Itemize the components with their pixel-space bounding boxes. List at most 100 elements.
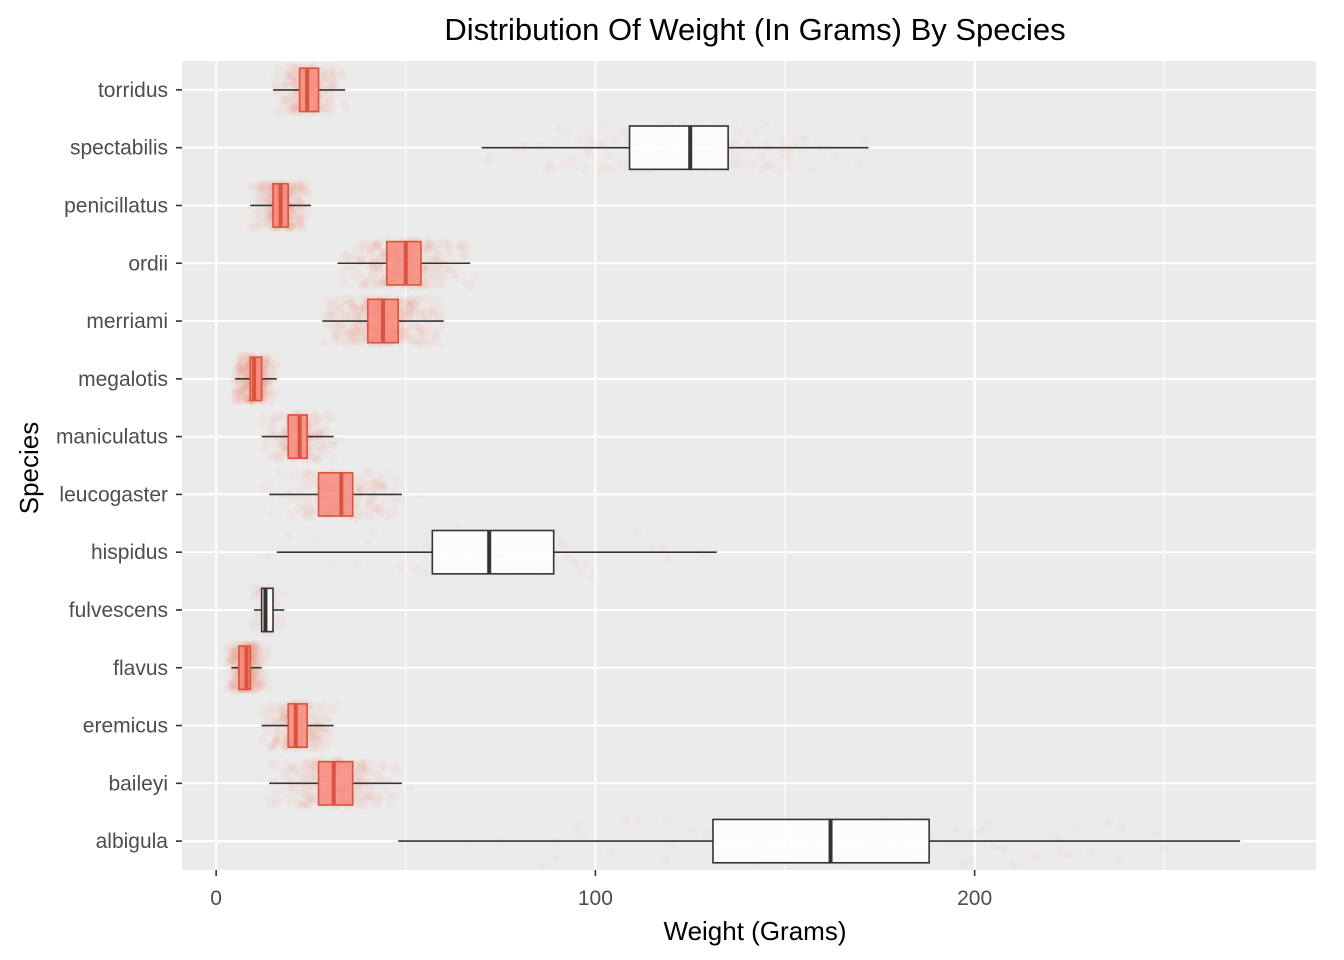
data-point (323, 68, 333, 78)
data-point (686, 825, 696, 835)
data-point (295, 196, 305, 206)
data-point (295, 486, 305, 496)
data-point (236, 357, 246, 367)
box-leucogaster (269, 471, 402, 517)
box-megalotis (235, 356, 277, 402)
data-point (806, 165, 816, 175)
data-point (577, 830, 587, 840)
data-point (282, 758, 292, 768)
data-point (260, 197, 270, 207)
data-point (378, 250, 388, 260)
data-point (257, 204, 267, 214)
data-point (281, 101, 291, 111)
data-point (445, 238, 455, 248)
data-point (227, 681, 237, 691)
data-point (740, 156, 750, 166)
data-point (279, 713, 289, 723)
data-point (262, 379, 272, 389)
data-point (351, 337, 361, 347)
data-point (248, 672, 258, 682)
data-point (254, 678, 264, 688)
data-point (295, 769, 305, 779)
data-point (352, 484, 362, 494)
data-point (254, 215, 264, 225)
box-eremicus (261, 703, 334, 749)
data-point (368, 494, 378, 504)
data-point (290, 69, 300, 79)
data-point (400, 334, 410, 344)
data-point (377, 277, 387, 287)
data-point (229, 655, 239, 665)
data-point (230, 643, 240, 653)
data-point (356, 759, 366, 769)
data-point (357, 510, 367, 520)
data-point (375, 509, 385, 519)
data-point (290, 762, 300, 772)
data-point (267, 706, 277, 716)
data-point (326, 440, 336, 450)
data-point (347, 327, 357, 337)
data-point (374, 238, 384, 248)
data-point (265, 357, 275, 367)
data-point (274, 724, 284, 734)
data-point (289, 185, 299, 195)
data-point (329, 332, 339, 342)
data-point (310, 770, 320, 780)
data-point (235, 370, 245, 380)
data-point (302, 770, 312, 780)
data-point (250, 626, 260, 636)
data-point (289, 104, 299, 114)
data-point (281, 80, 291, 90)
data-point (363, 788, 373, 798)
data-point (452, 259, 462, 269)
data-point (351, 786, 361, 796)
data-point (390, 764, 400, 774)
data-point (263, 191, 273, 201)
data-point (366, 239, 376, 249)
data-point (299, 475, 309, 485)
data-point (263, 213, 273, 223)
data-point (246, 182, 256, 192)
data-point (366, 261, 376, 271)
data-point (286, 220, 296, 230)
data-point (316, 427, 326, 437)
data-point (319, 72, 329, 82)
data-point (297, 477, 307, 487)
data-point (336, 319, 346, 329)
data-point (302, 783, 312, 793)
data-point (561, 156, 571, 166)
data-point (730, 137, 740, 147)
y-tick-label-albigula: albigula (96, 830, 169, 853)
data-point (377, 248, 387, 258)
data-point (262, 197, 272, 207)
data-point (415, 490, 425, 500)
data-point (308, 736, 318, 746)
data-point (336, 311, 346, 321)
data-point (353, 474, 363, 484)
data-point (292, 797, 302, 807)
data-point (294, 197, 304, 207)
data-point (389, 498, 399, 508)
data-point (377, 280, 387, 290)
data-point (783, 163, 793, 173)
data-point (289, 106, 299, 116)
data-point (233, 394, 243, 404)
data-point (441, 270, 451, 280)
data-point (356, 239, 366, 249)
data-point (304, 512, 314, 522)
data-point (306, 792, 316, 802)
data-point (236, 392, 246, 402)
data-point (701, 828, 711, 838)
data-point (403, 309, 413, 319)
data-point (249, 185, 259, 195)
data-point (296, 788, 306, 798)
data-point (250, 591, 260, 601)
data-point (283, 80, 293, 90)
data-point (290, 210, 300, 220)
data-point (262, 178, 272, 188)
data-point (1159, 844, 1169, 854)
data-point (300, 508, 310, 518)
data-point (405, 303, 415, 313)
data-point (249, 670, 259, 680)
data-point (399, 305, 409, 315)
